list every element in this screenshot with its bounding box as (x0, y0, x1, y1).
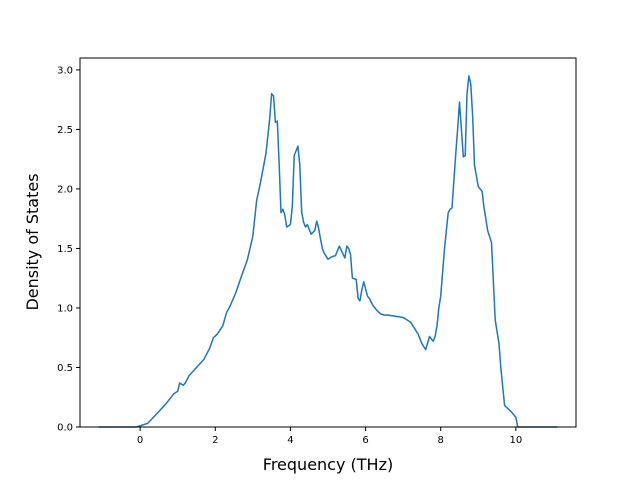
x-tick-label: 6 (362, 435, 368, 446)
plot-background (80, 58, 576, 427)
y-tick-label: 0.0 (57, 423, 73, 434)
x-tick-label: 10 (510, 435, 523, 446)
x-tick-label: 8 (438, 435, 444, 446)
dos-line (98, 75, 558, 428)
y-axis-ticks: 0.0 0.5 1.0 1.5 2.0 2.5 3.0 (57, 65, 80, 434)
y-axis-label: Density of States (23, 173, 42, 310)
y-tick-label: 1.5 (57, 244, 73, 255)
y-tick-label: 2.5 (57, 125, 73, 136)
x-axis-label: Frequency (THz) (263, 455, 393, 474)
x-tick-label: 0 (137, 435, 143, 446)
y-tick-label: 1.0 (57, 303, 73, 314)
y-tick-label: 0.5 (57, 363, 73, 374)
x-axis-ticks: 0 2 4 6 8 10 (137, 427, 522, 446)
plot-frame (79, 57, 577, 428)
y-tick-label: 3.0 (57, 65, 73, 76)
y-tick-label: 2.0 (57, 184, 73, 195)
x-tick-label: 2 (212, 435, 218, 446)
x-tick-label: 4 (287, 435, 293, 446)
